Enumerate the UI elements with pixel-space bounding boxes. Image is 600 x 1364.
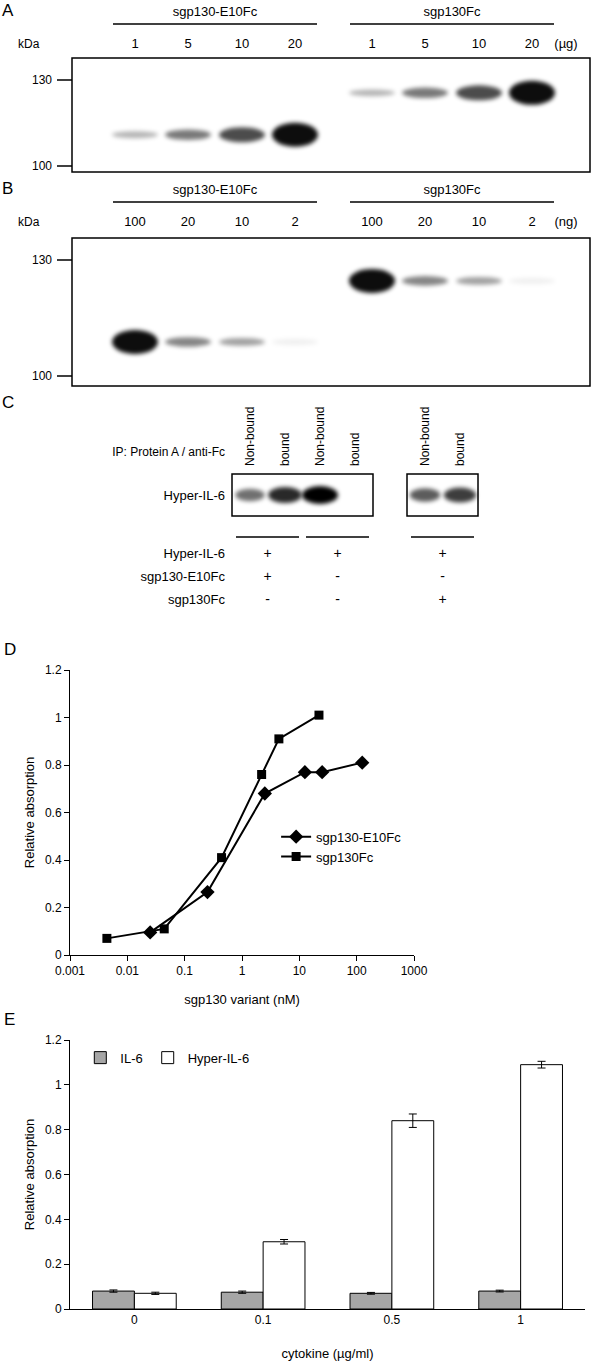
svg-text:0.001: 0.001 [55, 964, 85, 978]
svg-text:cytokine (µg/ml): cytokine (µg/ml) [281, 1346, 373, 1361]
svg-text:A: A [2, 1, 14, 20]
svg-text:sgp130Fc: sgp130Fc [423, 182, 481, 197]
svg-text:Hyper-IL-6: Hyper-IL-6 [164, 546, 225, 561]
svg-text:bound: bound [278, 433, 292, 466]
svg-text:1: 1 [55, 711, 62, 725]
svg-text:B: B [2, 179, 13, 198]
svg-text:-: - [335, 568, 340, 584]
svg-text:sgp130-E10Fc: sgp130-E10Fc [140, 569, 225, 584]
svg-text:-: - [440, 568, 445, 584]
svg-text:(µg): (µg) [554, 36, 577, 51]
svg-text:0.1: 0.1 [176, 964, 193, 978]
svg-text:10: 10 [472, 214, 486, 229]
svg-text:100: 100 [124, 214, 146, 229]
svg-text:+: + [438, 545, 446, 561]
svg-text:sgp130-E10Fc: sgp130-E10Fc [173, 182, 258, 197]
svg-text:bound: bound [348, 433, 362, 466]
svg-text:+: + [333, 545, 341, 561]
svg-text:1: 1 [368, 36, 375, 51]
svg-text:kDa: kDa [18, 215, 40, 229]
svg-text:kDa: kDa [18, 37, 40, 51]
svg-text:100: 100 [361, 214, 383, 229]
svg-text:0.6: 0.6 [45, 1168, 62, 1182]
svg-text:20: 20 [418, 214, 432, 229]
svg-text:100: 100 [32, 159, 52, 173]
svg-text:20: 20 [525, 36, 539, 51]
svg-text:1.2: 1.2 [45, 663, 62, 677]
svg-text:sgp130Fc: sgp130Fc [316, 850, 374, 865]
svg-text:2: 2 [291, 214, 298, 229]
svg-text:130: 130 [32, 253, 52, 267]
svg-text:1: 1 [239, 964, 246, 978]
svg-text:1000: 1000 [401, 964, 428, 978]
svg-text:20: 20 [288, 36, 302, 51]
svg-text:Hyper-IL-6: Hyper-IL-6 [188, 1051, 249, 1066]
svg-text:0.5: 0.5 [384, 1313, 401, 1327]
svg-text:0: 0 [55, 948, 62, 962]
svg-text:20: 20 [181, 214, 195, 229]
svg-text:0.01: 0.01 [116, 964, 140, 978]
svg-text:0: 0 [131, 1313, 138, 1327]
svg-text:+: + [263, 568, 271, 584]
svg-text:0.6: 0.6 [45, 806, 62, 820]
svg-text:sgp130Fc: sgp130Fc [423, 4, 481, 19]
svg-text:5: 5 [184, 36, 191, 51]
svg-text:IL-6: IL-6 [120, 1051, 142, 1066]
svg-text:0.8: 0.8 [45, 758, 62, 772]
svg-text:Non-bound: Non-bound [243, 407, 257, 466]
svg-text:-: - [335, 591, 340, 607]
svg-text:0.2: 0.2 [45, 1257, 62, 1271]
svg-text:0.4: 0.4 [45, 853, 62, 867]
svg-text:0.1: 0.1 [255, 1313, 272, 1327]
svg-text:10: 10 [235, 214, 249, 229]
svg-text:10: 10 [235, 36, 249, 51]
svg-text:0: 0 [55, 1302, 62, 1316]
svg-text:Non-bound: Non-bound [313, 407, 327, 466]
svg-text:-: - [265, 591, 270, 607]
svg-text:sgp130Fc: sgp130Fc [168, 592, 226, 607]
svg-text:1.2: 1.2 [45, 1033, 62, 1047]
svg-text:bound: bound [453, 433, 467, 466]
svg-text:sgp130-E10Fc: sgp130-E10Fc [316, 830, 401, 845]
svg-text:1: 1 [131, 36, 138, 51]
svg-text:0.8: 0.8 [45, 1123, 62, 1137]
svg-text:+: + [438, 591, 446, 607]
svg-text:100: 100 [32, 369, 52, 383]
svg-text:sgp130 variant (nM): sgp130 variant (nM) [184, 992, 300, 1007]
html-text:E: E [4, 1010, 16, 1029]
svg-text:1: 1 [55, 1078, 62, 1092]
svg-text:10: 10 [293, 964, 307, 978]
html-text:D: D [4, 640, 17, 659]
svg-text:Hyper-IL-6: Hyper-IL-6 [164, 488, 225, 503]
svg-text:100: 100 [347, 964, 367, 978]
svg-text:sgp130-E10Fc: sgp130-E10Fc [173, 4, 258, 19]
svg-text:1: 1 [517, 1313, 524, 1327]
svg-text:5: 5 [421, 36, 428, 51]
svg-text:10: 10 [472, 36, 486, 51]
svg-text:IP: Protein A / anti-Fc: IP: Protein A / anti-Fc [112, 445, 225, 459]
svg-text:130: 130 [32, 73, 52, 87]
svg-text:C: C [2, 393, 14, 412]
svg-text:+: + [263, 545, 271, 561]
svg-text:0.4: 0.4 [45, 1213, 62, 1227]
svg-text:Relative absorption: Relative absorption [22, 1119, 37, 1230]
svg-text:Non-bound: Non-bound [418, 407, 432, 466]
svg-text:Relative absorption: Relative absorption [22, 757, 37, 868]
svg-text:0.2: 0.2 [45, 901, 62, 915]
svg-text:(ng): (ng) [554, 214, 577, 229]
svg-text:2: 2 [528, 214, 535, 229]
